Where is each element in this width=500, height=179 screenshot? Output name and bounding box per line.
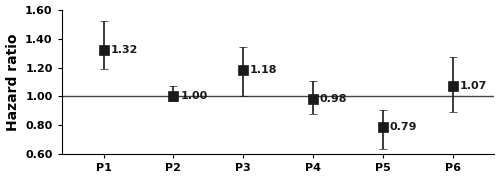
Text: 1.32: 1.32: [110, 45, 138, 55]
Text: 1.18: 1.18: [250, 65, 278, 75]
Text: 1.00: 1.00: [180, 91, 208, 101]
Text: 1.07: 1.07: [460, 81, 487, 91]
Text: 0.79: 0.79: [390, 122, 417, 132]
Y-axis label: Hazard ratio: Hazard ratio: [6, 33, 20, 131]
Text: 0.98: 0.98: [320, 94, 347, 104]
